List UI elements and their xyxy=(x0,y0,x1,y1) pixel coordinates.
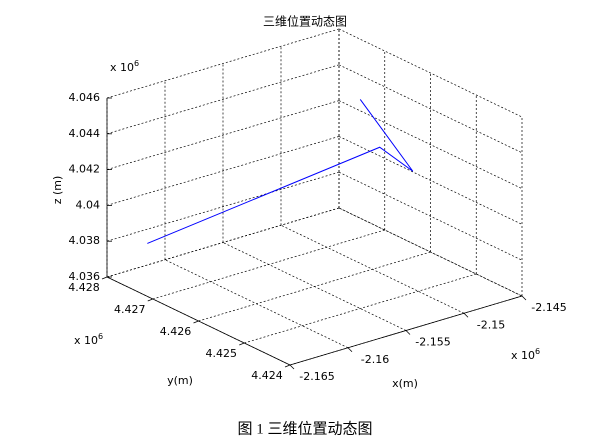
y-tick-label: 4.428 xyxy=(68,281,100,294)
z-multiplier: x 106 xyxy=(110,59,139,75)
data-line xyxy=(147,99,414,244)
z-tick-label: 4.04 xyxy=(76,198,101,211)
grid-line xyxy=(244,273,477,344)
multiplier-base: x 10 xyxy=(110,61,134,74)
multiplier-exponent: 6 xyxy=(134,59,139,68)
grid-line xyxy=(106,207,340,278)
y-multiplier: x 106 xyxy=(74,332,103,348)
grid-line xyxy=(152,229,385,300)
y-tick xyxy=(284,364,291,368)
x-tick-label: -2.165 xyxy=(299,370,334,383)
grid-line xyxy=(338,28,523,118)
y-tick xyxy=(147,298,153,302)
grid-line xyxy=(106,100,340,170)
x-tick xyxy=(405,330,411,335)
multiplier-base: x 10 xyxy=(511,349,535,362)
y-tick-label: 4.427 xyxy=(114,303,146,316)
z-tick-label: 4.044 xyxy=(69,127,101,140)
grid-line xyxy=(106,64,340,135)
x-tick xyxy=(289,364,295,370)
y-tick-label: 4.426 xyxy=(160,325,192,338)
x-tick xyxy=(463,312,469,318)
x-tick-label: -2.16 xyxy=(361,353,389,366)
multiplier-exponent: 6 xyxy=(535,347,540,356)
figure-caption: 图 1 三维位置动态图 xyxy=(237,420,372,437)
grid-line xyxy=(106,28,340,99)
y-tick-label: 4.425 xyxy=(206,347,238,360)
z-tick-label: 4.046 xyxy=(69,91,101,104)
x-tick-label: -2.15 xyxy=(477,318,505,331)
grid-line xyxy=(338,100,523,189)
y-tick xyxy=(239,342,245,346)
multiplier-base: x 10 xyxy=(74,334,98,347)
grid-line xyxy=(198,251,431,322)
z-tick-label: 4.042 xyxy=(69,163,101,176)
y-tick-label: 4.424 xyxy=(251,369,283,382)
z-tick-label: 4.036 xyxy=(69,270,101,283)
z-axis-label: z (m) xyxy=(51,176,64,205)
z-tick-label: 4.038 xyxy=(69,234,101,247)
x-tick-label: -2.155 xyxy=(415,336,450,349)
y-tick xyxy=(193,320,199,324)
grid-line xyxy=(338,64,523,154)
x-multiplier: x 106 xyxy=(511,347,540,363)
x-tick-label: -2.145 xyxy=(531,301,566,314)
grid-line xyxy=(106,171,340,242)
grid-line xyxy=(338,207,523,297)
x-tick xyxy=(521,295,527,301)
grid-line xyxy=(338,171,523,261)
chart-title: 三维位置动态图 xyxy=(263,14,347,29)
grid-line xyxy=(106,136,340,206)
multiplier-exponent: 6 xyxy=(98,332,103,341)
y-axis-label: y(m) xyxy=(167,374,193,387)
x-tick xyxy=(347,347,353,353)
x-axis-label: x(m) xyxy=(392,377,418,390)
y-tick xyxy=(101,276,108,280)
